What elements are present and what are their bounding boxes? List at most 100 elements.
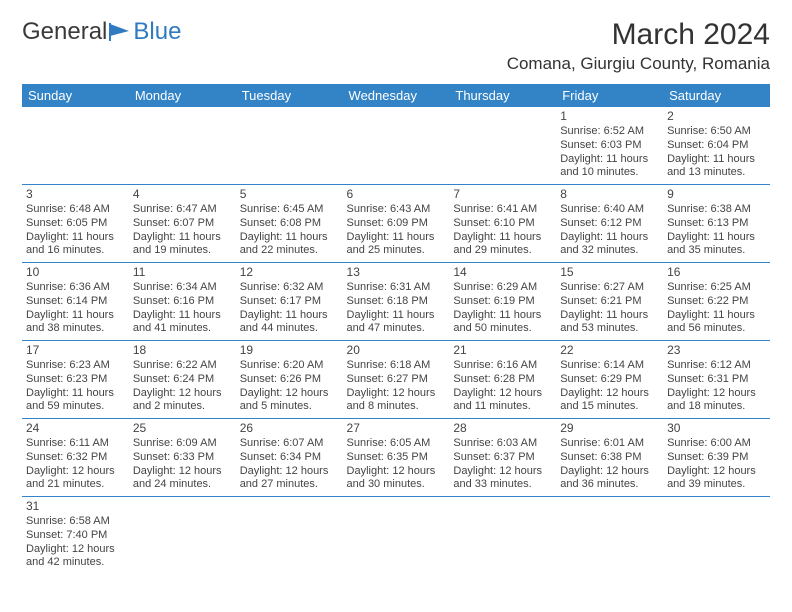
logo: General Blue [22,18,181,46]
cell-line-ss: Sunset: 6:16 PM [133,295,232,309]
cell-line-ss: Sunset: 6:18 PM [347,295,446,309]
cell-line-d1: Daylight: 11 hours [453,309,552,323]
cell-line-d1: Daylight: 11 hours [667,231,766,245]
cell-line-ss: Sunset: 6:27 PM [347,373,446,387]
cell-line-sr: Sunrise: 6:50 AM [667,125,766,139]
cell-line-d2: and 10 minutes. [560,166,659,180]
day-number: 22 [560,343,659,358]
calendar-cell [663,497,770,575]
calendar-cell [343,107,450,185]
day-header: Tuesday [236,84,343,107]
cell-line-ss: Sunset: 6:23 PM [26,373,125,387]
cell-line-d1: Daylight: 11 hours [26,387,125,401]
calendar-cell [343,497,450,575]
calendar-cell [556,497,663,575]
day-number: 5 [240,187,339,202]
cell-line-sr: Sunrise: 6:01 AM [560,437,659,451]
cell-line-d2: and 2 minutes. [133,400,232,414]
calendar-cell: 13Sunrise: 6:31 AMSunset: 6:18 PMDayligh… [343,263,450,341]
cell-line-sr: Sunrise: 6:03 AM [453,437,552,451]
day-header: Thursday [449,84,556,107]
cell-line-d1: Daylight: 12 hours [667,387,766,401]
day-number: 10 [26,265,125,280]
cell-line-d1: Daylight: 12 hours [26,543,125,557]
day-number: 25 [133,421,232,436]
cell-line-d2: and 36 minutes. [560,478,659,492]
calendar-cell [22,107,129,185]
cell-line-d1: Daylight: 11 hours [133,231,232,245]
cell-line-d2: and 39 minutes. [667,478,766,492]
calendar-cell: 24Sunrise: 6:11 AMSunset: 6:32 PMDayligh… [22,419,129,497]
cell-line-ss: Sunset: 6:22 PM [667,295,766,309]
calendar-cell: 11Sunrise: 6:34 AMSunset: 6:16 PMDayligh… [129,263,236,341]
cell-line-sr: Sunrise: 6:36 AM [26,281,125,295]
cell-line-ss: Sunset: 6:33 PM [133,451,232,465]
cell-line-sr: Sunrise: 6:07 AM [240,437,339,451]
cell-line-d2: and 19 minutes. [133,244,232,258]
calendar-week-row: 3Sunrise: 6:48 AMSunset: 6:05 PMDaylight… [22,185,770,263]
cell-line-sr: Sunrise: 6:32 AM [240,281,339,295]
day-number: 18 [133,343,232,358]
cell-line-d1: Daylight: 12 hours [560,465,659,479]
cell-line-sr: Sunrise: 6:00 AM [667,437,766,451]
day-number: 15 [560,265,659,280]
cell-line-ss: Sunset: 6:35 PM [347,451,446,465]
day-number: 28 [453,421,552,436]
cell-line-d2: and 30 minutes. [347,478,446,492]
cell-line-ss: Sunset: 6:38 PM [560,451,659,465]
cell-line-ss: Sunset: 6:13 PM [667,217,766,231]
calendar-cell: 16Sunrise: 6:25 AMSunset: 6:22 PMDayligh… [663,263,770,341]
cell-line-sr: Sunrise: 6:12 AM [667,359,766,373]
cell-line-ss: Sunset: 6:26 PM [240,373,339,387]
cell-line-ss: Sunset: 6:19 PM [453,295,552,309]
cell-line-d2: and 11 minutes. [453,400,552,414]
calendar-cell: 15Sunrise: 6:27 AMSunset: 6:21 PMDayligh… [556,263,663,341]
day-number: 1 [560,109,659,124]
header: General Blue March 2024 Comana, Giurgiu … [22,18,770,74]
calendar-cell: 19Sunrise: 6:20 AMSunset: 6:26 PMDayligh… [236,341,343,419]
calendar-cell: 4Sunrise: 6:47 AMSunset: 6:07 PMDaylight… [129,185,236,263]
cell-line-ss: Sunset: 6:05 PM [26,217,125,231]
calendar-cell: 23Sunrise: 6:12 AMSunset: 6:31 PMDayligh… [663,341,770,419]
calendar-table: SundayMondayTuesdayWednesdayThursdayFrid… [22,84,770,574]
day-header: Saturday [663,84,770,107]
cell-line-d1: Daylight: 11 hours [133,309,232,323]
cell-line-d1: Daylight: 11 hours [26,309,125,323]
day-number: 19 [240,343,339,358]
cell-line-d1: Daylight: 11 hours [240,231,339,245]
flag-icon [109,22,133,42]
calendar-cell: 1Sunrise: 6:52 AMSunset: 6:03 PMDaylight… [556,107,663,185]
cell-line-ss: Sunset: 6:37 PM [453,451,552,465]
cell-line-d1: Daylight: 12 hours [26,465,125,479]
day-number: 8 [560,187,659,202]
cell-line-d1: Daylight: 11 hours [667,309,766,323]
calendar-cell: 25Sunrise: 6:09 AMSunset: 6:33 PMDayligh… [129,419,236,497]
cell-line-d2: and 32 minutes. [560,244,659,258]
day-number: 11 [133,265,232,280]
calendar-body: 1Sunrise: 6:52 AMSunset: 6:03 PMDaylight… [22,107,770,574]
day-number: 3 [26,187,125,202]
cell-line-d2: and 18 minutes. [667,400,766,414]
cell-line-d2: and 50 minutes. [453,322,552,336]
cell-line-d1: Daylight: 11 hours [26,231,125,245]
cell-line-d1: Daylight: 11 hours [560,231,659,245]
calendar-week-row: 10Sunrise: 6:36 AMSunset: 6:14 PMDayligh… [22,263,770,341]
cell-line-sr: Sunrise: 6:29 AM [453,281,552,295]
cell-line-sr: Sunrise: 6:25 AM [667,281,766,295]
calendar-week-row: 17Sunrise: 6:23 AMSunset: 6:23 PMDayligh… [22,341,770,419]
cell-line-sr: Sunrise: 6:18 AM [347,359,446,373]
cell-line-d2: and 13 minutes. [667,166,766,180]
calendar-cell: 5Sunrise: 6:45 AMSunset: 6:08 PMDaylight… [236,185,343,263]
calendar-cell [449,107,556,185]
cell-line-d2: and 24 minutes. [133,478,232,492]
calendar-cell [236,107,343,185]
calendar-cell: 21Sunrise: 6:16 AMSunset: 6:28 PMDayligh… [449,341,556,419]
cell-line-ss: Sunset: 6:28 PM [453,373,552,387]
day-number: 29 [560,421,659,436]
cell-line-d2: and 42 minutes. [26,556,125,570]
cell-line-sr: Sunrise: 6:47 AM [133,203,232,217]
cell-line-sr: Sunrise: 6:31 AM [347,281,446,295]
cell-line-sr: Sunrise: 6:27 AM [560,281,659,295]
cell-line-sr: Sunrise: 6:11 AM [26,437,125,451]
cell-line-d1: Daylight: 11 hours [240,309,339,323]
